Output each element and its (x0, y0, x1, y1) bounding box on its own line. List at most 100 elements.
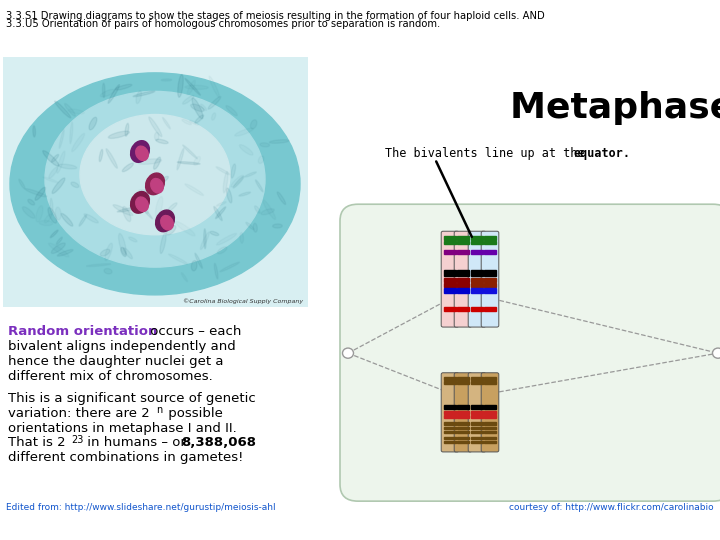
Text: bivalent aligns independently and: bivalent aligns independently and (8, 340, 235, 353)
Ellipse shape (210, 231, 219, 235)
Bar (444, 251, 456, 254)
Ellipse shape (251, 120, 257, 129)
Text: orientations in metaphase I and II.: orientations in metaphase I and II. (8, 422, 237, 435)
Bar (484, 405, 496, 409)
Ellipse shape (255, 206, 260, 213)
Bar (456, 241, 469, 245)
Ellipse shape (108, 131, 130, 138)
FancyBboxPatch shape (454, 231, 472, 327)
Ellipse shape (215, 207, 225, 219)
Ellipse shape (261, 209, 274, 215)
Ellipse shape (50, 230, 58, 238)
Bar (484, 271, 496, 276)
Ellipse shape (163, 118, 171, 129)
Text: possible: possible (164, 407, 223, 420)
Ellipse shape (42, 151, 59, 166)
Ellipse shape (246, 222, 254, 230)
Bar (471, 271, 483, 276)
Ellipse shape (55, 101, 71, 118)
Ellipse shape (200, 232, 210, 249)
Bar (484, 431, 496, 434)
Bar (484, 278, 496, 282)
Bar (456, 405, 469, 409)
Ellipse shape (214, 206, 222, 221)
Bar (471, 278, 483, 282)
Ellipse shape (71, 182, 79, 187)
Ellipse shape (133, 91, 155, 97)
Bar (444, 235, 456, 240)
Ellipse shape (253, 223, 257, 232)
Ellipse shape (223, 172, 228, 193)
Ellipse shape (35, 187, 45, 200)
Bar (484, 437, 496, 438)
Text: n: n (156, 405, 162, 415)
Text: courtesy of: http://www.flickr.com/carolinabio: courtesy of: http://www.flickr.com/carol… (509, 503, 714, 512)
Bar (444, 377, 456, 380)
FancyBboxPatch shape (468, 373, 486, 452)
Ellipse shape (183, 145, 197, 159)
Bar (444, 405, 456, 409)
Ellipse shape (125, 123, 129, 136)
Ellipse shape (123, 248, 132, 259)
Bar (456, 251, 469, 254)
Bar (471, 437, 483, 438)
Ellipse shape (215, 264, 218, 279)
Bar (444, 271, 456, 276)
Bar (444, 288, 456, 293)
Bar (484, 441, 496, 443)
Ellipse shape (58, 249, 73, 256)
Bar (484, 241, 496, 245)
Ellipse shape (204, 229, 206, 248)
Bar (484, 235, 496, 240)
Ellipse shape (256, 180, 263, 192)
Ellipse shape (239, 192, 251, 196)
Ellipse shape (226, 106, 238, 116)
Ellipse shape (216, 167, 230, 174)
Bar (456, 377, 469, 380)
Bar (484, 427, 496, 429)
Ellipse shape (50, 198, 53, 215)
Ellipse shape (143, 204, 148, 213)
Ellipse shape (260, 143, 269, 147)
Ellipse shape (231, 164, 235, 178)
Ellipse shape (227, 188, 232, 203)
Text: occurs – each: occurs – each (146, 326, 241, 339)
Ellipse shape (208, 97, 221, 109)
Bar (484, 288, 496, 293)
Text: in humans – or: in humans – or (83, 436, 190, 449)
Ellipse shape (105, 243, 112, 260)
Ellipse shape (277, 192, 286, 205)
Ellipse shape (156, 210, 174, 232)
Bar (456, 381, 469, 384)
Bar (444, 411, 456, 415)
Text: different mix of chromosomes.: different mix of chromosomes. (8, 370, 212, 383)
Bar (471, 288, 483, 293)
Ellipse shape (149, 117, 162, 137)
Text: The bivalents line up at the: The bivalents line up at the (385, 147, 592, 160)
Ellipse shape (117, 206, 141, 212)
Bar (456, 437, 469, 438)
Ellipse shape (168, 203, 177, 211)
Bar (484, 284, 496, 287)
Bar (456, 411, 469, 415)
Bar (456, 284, 469, 287)
Bar (471, 381, 483, 384)
Bar (471, 377, 483, 380)
FancyBboxPatch shape (3, 57, 308, 307)
Ellipse shape (178, 75, 184, 97)
Ellipse shape (129, 237, 137, 242)
Bar (456, 427, 469, 429)
Circle shape (343, 348, 354, 358)
Text: 23: 23 (71, 435, 84, 444)
Ellipse shape (65, 104, 76, 116)
Ellipse shape (220, 262, 240, 272)
Ellipse shape (108, 85, 120, 103)
FancyBboxPatch shape (481, 373, 499, 452)
Ellipse shape (185, 78, 200, 95)
Ellipse shape (136, 146, 148, 160)
Text: Edited from: http://www.slideshare.net/gurustip/meiosis-ahl: Edited from: http://www.slideshare.net/g… (6, 503, 276, 512)
Ellipse shape (22, 207, 35, 218)
Bar (444, 422, 456, 425)
Bar (484, 377, 496, 380)
Ellipse shape (153, 177, 168, 187)
